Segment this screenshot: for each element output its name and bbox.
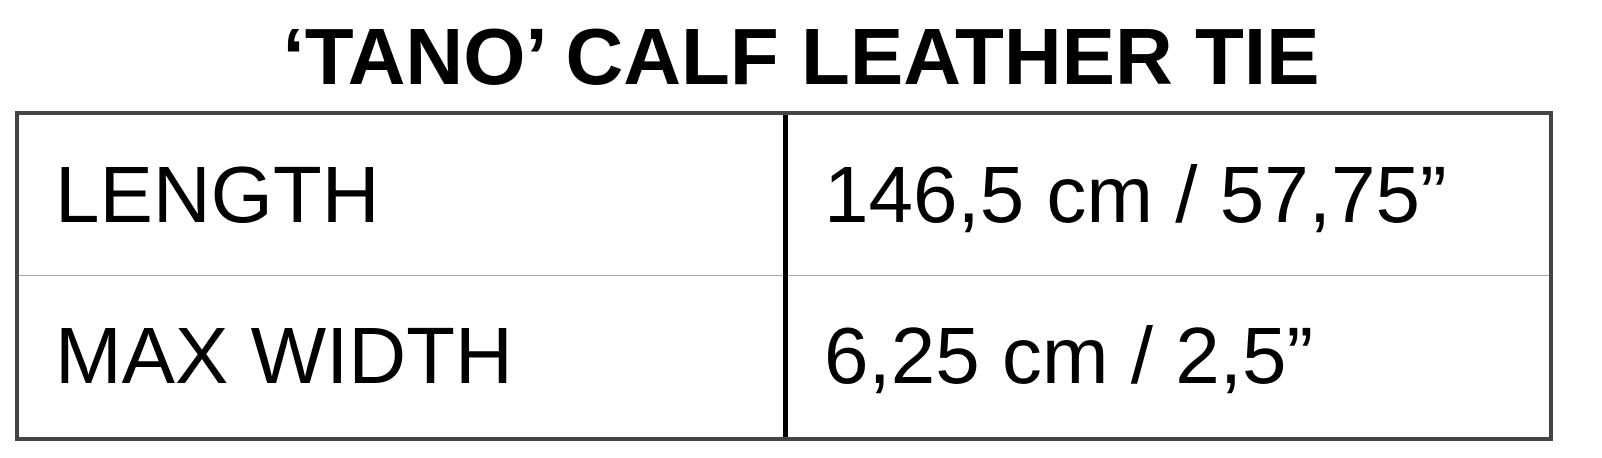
page-title: ‘TANO’ CALF LEATHER TIE (282, 12, 1320, 101)
table-row: MAX WIDTH 6,25 cm / 2,5” (19, 276, 1549, 436)
spec-label: MAX WIDTH (55, 311, 513, 400)
spec-value: 6,25 cm / 2,5” (824, 311, 1314, 400)
table-row: LENGTH 146,5 cm / 57,75” (19, 115, 1549, 276)
spec-label: LENGTH (55, 150, 380, 239)
spec-value: 146,5 cm / 57,75” (824, 150, 1447, 239)
column-divider (783, 115, 788, 437)
spec-table: LENGTH 146,5 cm / 57,75” MAX WIDTH 6,25 … (15, 111, 1553, 441)
